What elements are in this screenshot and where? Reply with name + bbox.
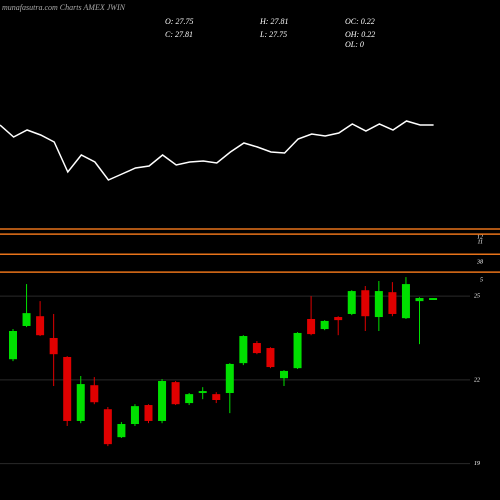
candle-body — [239, 336, 248, 364]
candle-body — [307, 318, 316, 335]
candle-body — [117, 424, 126, 438]
candle-body — [103, 409, 112, 445]
stat: OL: 0 — [345, 40, 364, 49]
candle-body — [320, 320, 329, 330]
stat: L: 27.75 — [259, 30, 287, 39]
candle-body — [22, 313, 31, 326]
candle-body — [144, 405, 153, 421]
candle-body — [401, 284, 410, 319]
candle-body — [293, 332, 302, 369]
candle-body — [198, 391, 207, 394]
level-label: 12 — [477, 234, 483, 240]
candle-body — [374, 291, 383, 318]
level-label: 11 — [477, 239, 483, 245]
stat: H: 27.81 — [259, 17, 288, 26]
candle-body — [36, 316, 45, 336]
stat: OH: 0.22 — [345, 30, 375, 39]
candle-body — [361, 290, 370, 317]
candle-body — [266, 348, 275, 368]
level-label: 38 — [476, 260, 483, 266]
y-tick-label: 22 — [474, 377, 480, 383]
candle-body — [9, 331, 17, 360]
candle-body — [90, 385, 99, 403]
candle-body — [334, 317, 343, 321]
candle-body — [185, 394, 194, 404]
candle-body — [415, 298, 424, 302]
candle-body — [171, 382, 180, 405]
candle-body — [347, 291, 356, 314]
stat: O: 27.75 — [165, 17, 193, 26]
stat: C: 27.81 — [165, 30, 193, 39]
candle-body — [225, 363, 234, 394]
candle-body — [76, 384, 85, 421]
y-tick-label: 19 — [474, 461, 480, 467]
candle-body — [388, 292, 397, 314]
level-label: 5 — [480, 277, 483, 283]
candle-body — [63, 356, 72, 421]
candle-body — [280, 370, 288, 379]
candle-body — [130, 406, 139, 425]
chart-title: munafasutra.com Charts AMEX JWIN — [2, 3, 126, 12]
candle-body — [158, 381, 167, 421]
candle-body — [252, 343, 261, 354]
y-tick-label: 25 — [474, 293, 480, 299]
stat: OC: 0.22 — [345, 17, 375, 26]
candle-body — [49, 337, 58, 355]
indicator-line — [0, 120, 434, 181]
candle-body — [429, 298, 438, 300]
candle-body — [212, 394, 221, 400]
